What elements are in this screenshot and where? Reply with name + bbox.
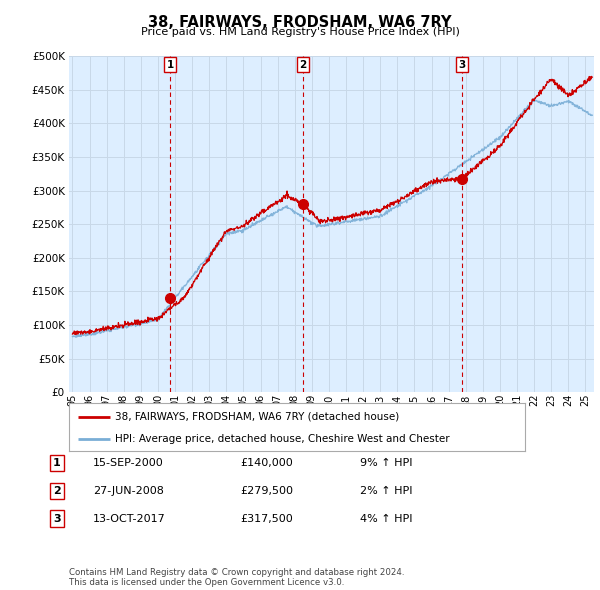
Text: 27-JUN-2008: 27-JUN-2008: [93, 486, 164, 496]
Text: 2% ↑ HPI: 2% ↑ HPI: [360, 486, 413, 496]
Text: 2: 2: [53, 486, 61, 496]
Text: 3: 3: [458, 60, 466, 70]
Text: 2: 2: [299, 60, 307, 70]
Text: 1: 1: [53, 458, 61, 468]
Text: Price paid vs. HM Land Registry's House Price Index (HPI): Price paid vs. HM Land Registry's House …: [140, 27, 460, 37]
Text: 1: 1: [166, 60, 173, 70]
Text: 38, FAIRWAYS, FRODSHAM, WA6 7RY: 38, FAIRWAYS, FRODSHAM, WA6 7RY: [148, 15, 452, 30]
Text: 38, FAIRWAYS, FRODSHAM, WA6 7RY (detached house): 38, FAIRWAYS, FRODSHAM, WA6 7RY (detache…: [115, 411, 399, 421]
Text: HPI: Average price, detached house, Cheshire West and Chester: HPI: Average price, detached house, Ches…: [115, 434, 449, 444]
Text: 15-SEP-2000: 15-SEP-2000: [93, 458, 164, 468]
Text: £140,000: £140,000: [240, 458, 293, 468]
Text: £317,500: £317,500: [240, 514, 293, 523]
Text: 4% ↑ HPI: 4% ↑ HPI: [360, 514, 413, 523]
Text: £279,500: £279,500: [240, 486, 293, 496]
Text: 3: 3: [53, 514, 61, 523]
Text: Contains HM Land Registry data © Crown copyright and database right 2024.
This d: Contains HM Land Registry data © Crown c…: [69, 568, 404, 587]
Text: 13-OCT-2017: 13-OCT-2017: [93, 514, 166, 523]
Text: 9% ↑ HPI: 9% ↑ HPI: [360, 458, 413, 468]
